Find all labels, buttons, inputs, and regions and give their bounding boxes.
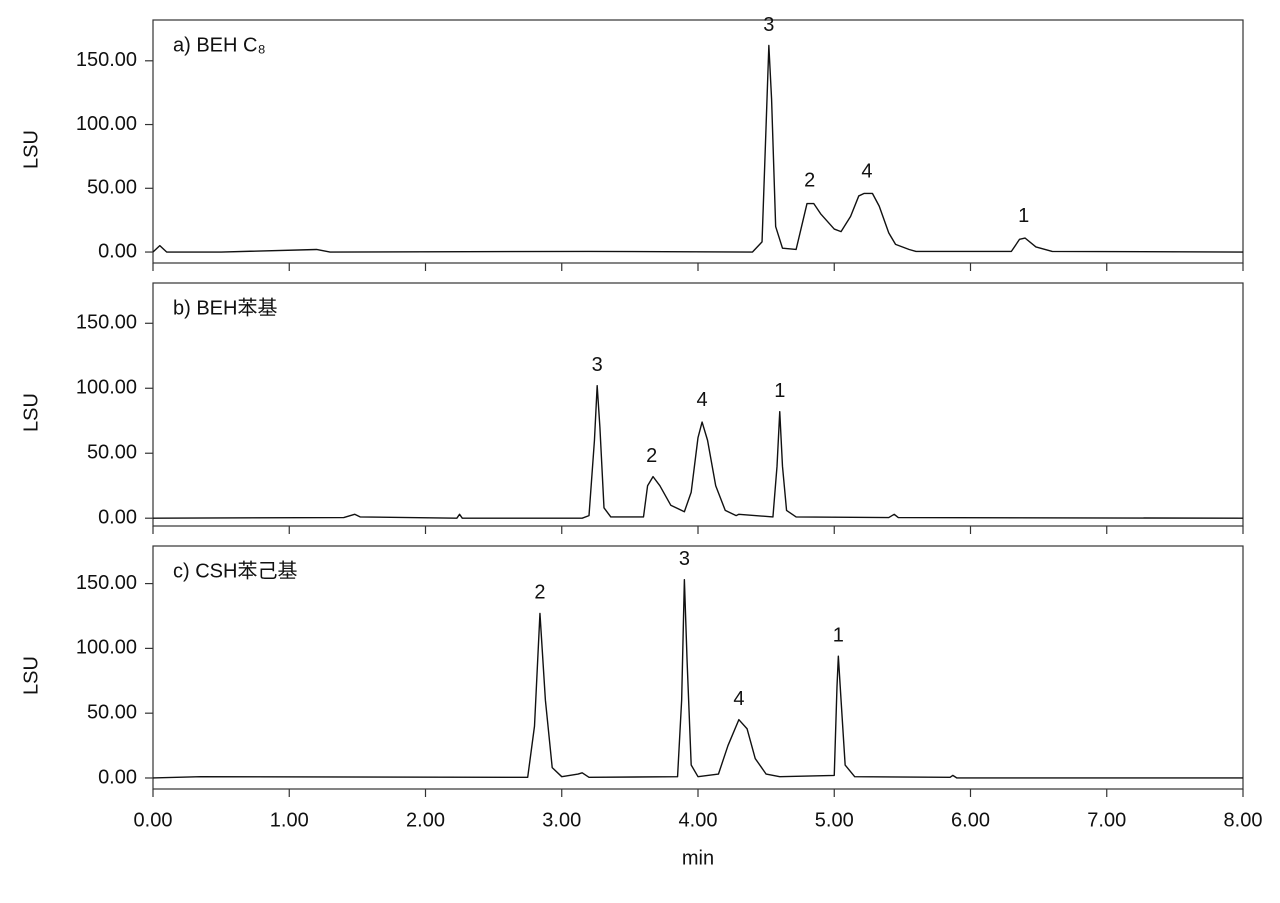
peak-label: 3: [592, 354, 603, 376]
y-tick-label: 100.00: [76, 637, 137, 659]
x-tick-label: 8.00: [1224, 809, 1263, 831]
peak-label: 3: [763, 14, 774, 36]
peak-label: 4: [733, 688, 744, 710]
x-tick-label: 5.00: [815, 809, 854, 831]
y-axis-label: LSU: [20, 393, 42, 432]
y-tick-label: 150.00: [76, 312, 137, 334]
peak-label: 4: [697, 389, 708, 411]
x-tick-label: 7.00: [1087, 809, 1126, 831]
y-tick-label: 50.00: [87, 177, 137, 199]
peak-label: 1: [833, 624, 844, 646]
panel-frame: [152, 545, 1244, 790]
x-tick-label: 2.00: [406, 809, 445, 831]
peak-label: 1: [1018, 205, 1029, 227]
y-axis-label: LSU: [20, 130, 42, 169]
y-tick-label: 150.00: [76, 572, 137, 594]
y-tick-label: 0.00: [98, 240, 137, 262]
trace: [152, 384, 1244, 519]
trace: [152, 579, 1243, 779]
x-tick-label: 3.00: [542, 809, 581, 831]
x-tick-label: 4.00: [679, 809, 718, 831]
y-tick-label: 50.00: [87, 442, 137, 464]
panel-frame: [152, 19, 1244, 264]
peak-label: 2: [804, 169, 815, 191]
y-tick-label: 0.00: [98, 506, 137, 528]
peak-label: 2: [646, 445, 657, 467]
peak-label: 3: [679, 548, 690, 570]
y-tick-label: 100.00: [76, 113, 137, 135]
panel-title: b) BEH苯基: [173, 296, 277, 319]
x-axis-label: min: [682, 847, 714, 869]
y-tick-label: 50.00: [87, 701, 137, 723]
y-tick-label: 100.00: [76, 377, 137, 399]
y-tick-label: 0.00: [98, 766, 137, 788]
y-tick-label: 150.00: [76, 49, 137, 71]
x-tick-label: 0.00: [134, 809, 173, 831]
panel-title: a) BEH C₈: [173, 34, 266, 56]
x-tick-label: 6.00: [951, 809, 990, 831]
trace: [152, 44, 1244, 253]
y-axis-label: LSU: [20, 656, 42, 695]
peak-label: 4: [861, 160, 872, 182]
panel-title: c) CSH苯己基: [173, 559, 297, 582]
peak-label: 1: [774, 380, 785, 402]
peak-label: 2: [534, 582, 545, 604]
x-tick-label: 1.00: [270, 809, 309, 831]
